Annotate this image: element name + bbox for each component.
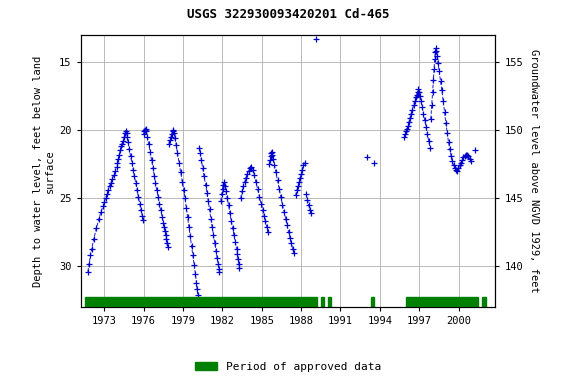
Text: USGS 322930093420201 Cd-465: USGS 322930093420201 Cd-465 <box>187 8 389 21</box>
Bar <box>406 297 478 307</box>
Bar <box>328 297 331 307</box>
Bar <box>321 297 324 307</box>
Y-axis label: Groundwater level above NGVD 1929, feet: Groundwater level above NGVD 1929, feet <box>529 49 539 293</box>
Bar <box>371 297 374 307</box>
Y-axis label: Depth to water level, feet below land
surface: Depth to water level, feet below land su… <box>33 55 55 286</box>
Bar <box>482 297 486 307</box>
Legend: Period of approved data: Period of approved data <box>191 358 385 377</box>
Bar <box>85 297 317 307</box>
